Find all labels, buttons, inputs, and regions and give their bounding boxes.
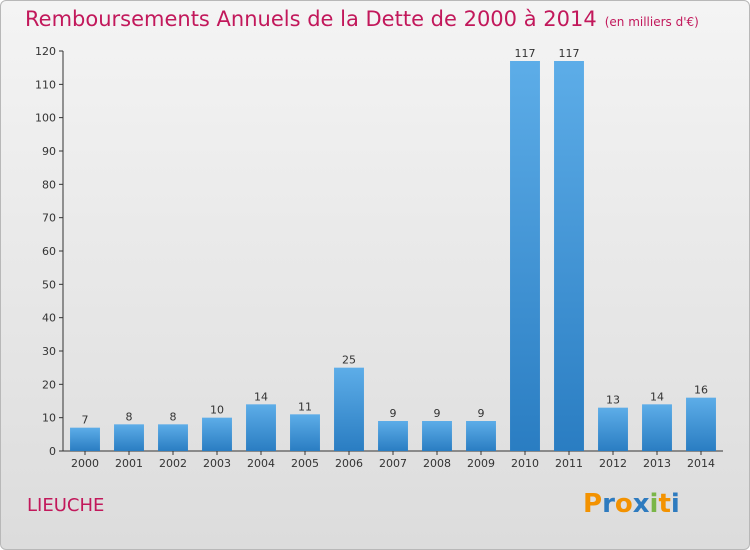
- y-tick-label: 10: [42, 412, 56, 425]
- bar-value-label: 10: [210, 404, 224, 417]
- logo-letter: i: [649, 489, 659, 519]
- y-tick-label: 100: [35, 112, 56, 125]
- logo-letter: o: [614, 489, 633, 519]
- bar-2003: [202, 417, 232, 451]
- logo-letter: r: [602, 489, 615, 519]
- bar-value-label: 11: [298, 400, 312, 413]
- bar-2010: [510, 61, 540, 451]
- commune-name: LIEUCHE: [27, 495, 105, 516]
- y-tick-label: 30: [42, 345, 56, 358]
- y-tick-label: 50: [42, 278, 56, 291]
- bar-2011: [554, 61, 584, 451]
- chart-title-text: Remboursements Annuels de la Dette de 20…: [25, 7, 597, 31]
- bar-2002: [158, 424, 188, 451]
- bar-value-label: 117: [515, 47, 536, 60]
- bar-2008: [422, 421, 452, 451]
- y-tick-label: 80: [42, 178, 56, 191]
- y-tick-label: 90: [42, 145, 56, 158]
- bar-2013: [642, 404, 672, 451]
- bar-value-label: 9: [390, 407, 397, 420]
- x-tick-label: 2005: [291, 457, 319, 470]
- bar-2004: [246, 404, 276, 451]
- bar-2007: [378, 421, 408, 451]
- x-tick-label: 2006: [335, 457, 363, 470]
- x-tick-label: 2012: [599, 457, 627, 470]
- bar-value-label: 9: [434, 407, 441, 420]
- y-tick-label: 0: [49, 445, 56, 458]
- bar-2000: [70, 427, 100, 451]
- x-tick-label: 2009: [467, 457, 495, 470]
- y-axis: 0 10 20 30 40 50 60 70 80 90 100 110 120: [35, 45, 64, 458]
- bar-2006: [334, 367, 364, 451]
- y-tick-label: 60: [42, 245, 56, 258]
- bar-value-label: 9: [478, 407, 485, 420]
- bar-value-label: 8: [126, 410, 133, 423]
- bars: 7 8 8 10 14 11 25 9 9 9 117 117 13 14 16: [70, 47, 716, 451]
- x-axis: 2000 2001 2002 2003 2004 2005 2006 2007 2008 2009…: [63, 450, 723, 470]
- bar-2012: [598, 407, 628, 451]
- bar-value-label: 14: [650, 390, 664, 403]
- x-tick-label: 2007: [379, 457, 407, 470]
- bar-value-label: 13: [606, 394, 620, 407]
- logo-letter: P: [583, 489, 603, 519]
- x-tick-label: 2010: [511, 457, 539, 470]
- y-tick-label: 120: [35, 45, 56, 58]
- x-tick-label: 2011: [555, 457, 583, 470]
- chart-title: Remboursements Annuels de la Dette de 20…: [25, 7, 699, 31]
- bar-2001: [114, 424, 144, 451]
- x-tick-label: 2008: [423, 457, 451, 470]
- proxiti-logo: Proxiti: [583, 489, 680, 519]
- bar-2014: [686, 397, 716, 451]
- bar-value-label: 117: [559, 47, 580, 60]
- bar-2009: [466, 421, 496, 451]
- logo-letter: i: [670, 489, 680, 519]
- y-tick-label: 40: [42, 312, 56, 325]
- bar-value-label: 7: [82, 414, 89, 427]
- bar-2005: [290, 414, 320, 451]
- x-tick-label: 2002: [159, 457, 187, 470]
- x-tick-label: 2013: [643, 457, 671, 470]
- x-tick-label: 2000: [71, 457, 99, 470]
- bar-value-label: 8: [170, 410, 177, 423]
- bar-value-label: 25: [342, 354, 356, 367]
- y-tick-label: 20: [42, 378, 56, 391]
- logo-letter: t: [658, 489, 671, 519]
- x-tick-label: 2014: [687, 457, 715, 470]
- y-tick-label: 70: [42, 212, 56, 225]
- logo-letter: x: [632, 489, 650, 519]
- x-tick-label: 2001: [115, 457, 143, 470]
- x-tick-label: 2003: [203, 457, 231, 470]
- chart-unit: (en milliers d'€): [604, 15, 699, 29]
- x-tick-label: 2004: [247, 457, 275, 470]
- bar-value-label: 16: [694, 384, 708, 397]
- y-tick-label: 110: [35, 78, 56, 91]
- bar-value-label: 14: [254, 390, 268, 403]
